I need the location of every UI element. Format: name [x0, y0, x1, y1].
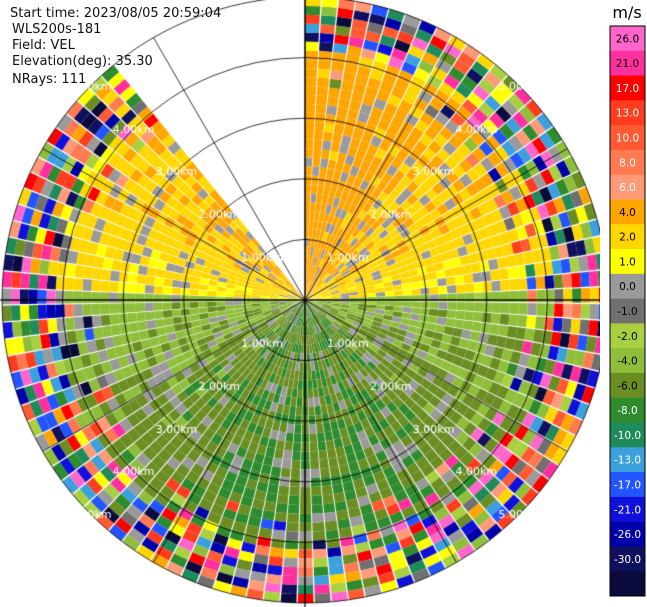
colorbar-swatch: [610, 571, 645, 597]
elevation-label: Elevation(deg): 35.30: [12, 54, 153, 69]
colorbar-swatch: [610, 199, 645, 225]
colorbar-tick-label: 17.0: [616, 83, 639, 95]
colorbar-swatch: [610, 422, 645, 448]
colorbar-units-label: m/s: [612, 3, 641, 22]
colorbar-tick-label: -10.0: [614, 430, 641, 442]
colorbar-swatch: [610, 273, 645, 300]
colorbar-tick-label: 2.0: [619, 232, 636, 244]
colorbar-tick-label: -30.0: [614, 554, 641, 566]
colorbar-tick-label: 21.0: [616, 58, 639, 70]
colorbar-swatch: [610, 26, 645, 52]
colorbar-swatch: [610, 521, 645, 547]
colorbar-swatch: [610, 249, 645, 275]
colorbar-tick-label: -4.0: [617, 356, 638, 368]
colorbar-swatch: [610, 472, 645, 498]
colorbar-swatch: [610, 447, 645, 473]
colorbar-swatch: [610, 75, 645, 101]
colorbar-swatch: [610, 323, 645, 349]
colorbar-swatch: [610, 496, 645, 523]
field-label: Field: VEL: [12, 38, 75, 53]
colorbar-swatch: [610, 298, 645, 324]
colorbar-tick-label: 6.0: [619, 182, 636, 194]
colorbar-tick-label: -13.0: [614, 455, 641, 467]
colorbar-tick-label: -6.0: [617, 380, 638, 392]
colorbar-tick-label: -1.0: [617, 306, 638, 318]
colorbar-swatch: [610, 149, 645, 176]
colorbar-swatch: [610, 174, 645, 200]
colorbar-tick-label: -26.0: [614, 529, 641, 541]
colorbar-swatch: [610, 100, 645, 126]
colorbar-tick-label: 8.0: [619, 157, 636, 169]
colorbar-frame: [609, 25, 646, 597]
colorbar-swatch: [610, 50, 645, 77]
colorbar-tick-label: 0.0: [619, 281, 636, 293]
start-time-label: Start time: 2023/08/05 20:59:04: [10, 6, 222, 21]
colorbar-swatch: [610, 224, 645, 250]
station-label: WLS200s-181: [12, 22, 102, 37]
ppi-velocity-plot: [0, 0, 600, 607]
colorbar-tick-label: 4.0: [619, 207, 636, 219]
colorbar: m/s 26.0 21.0 17.0 13.0 10.0 8.0 6.0 4.0 2.0 1.0 0.…: [609, 3, 646, 597]
colorbar-tick-label: 26.0: [616, 33, 639, 45]
colorbar-swatch: [610, 125, 645, 151]
colorbar-tick-label: -2.0: [617, 331, 638, 343]
colorbar-swatch: [610, 372, 645, 399]
colorbar-tick-label: 1.0: [619, 256, 636, 268]
scan-info-block: Start time: 2023/08/05 20:59:04 WLS200s-…: [0, 0, 300, 100]
nrays-label: NRays: 111: [12, 72, 87, 87]
colorbar-swatch: [610, 546, 645, 572]
colorbar-tick-label: -21.0: [614, 504, 641, 516]
colorbar-tick-label: -8.0: [617, 405, 638, 417]
colorbar-swatch: [610, 397, 645, 424]
colorbar-tick-label: 10.0: [616, 133, 639, 145]
colorbar-swatch: [610, 348, 645, 374]
colorbar-tick-label: -17.0: [614, 479, 641, 491]
colorbar-tick-label: 13.0: [616, 108, 639, 120]
